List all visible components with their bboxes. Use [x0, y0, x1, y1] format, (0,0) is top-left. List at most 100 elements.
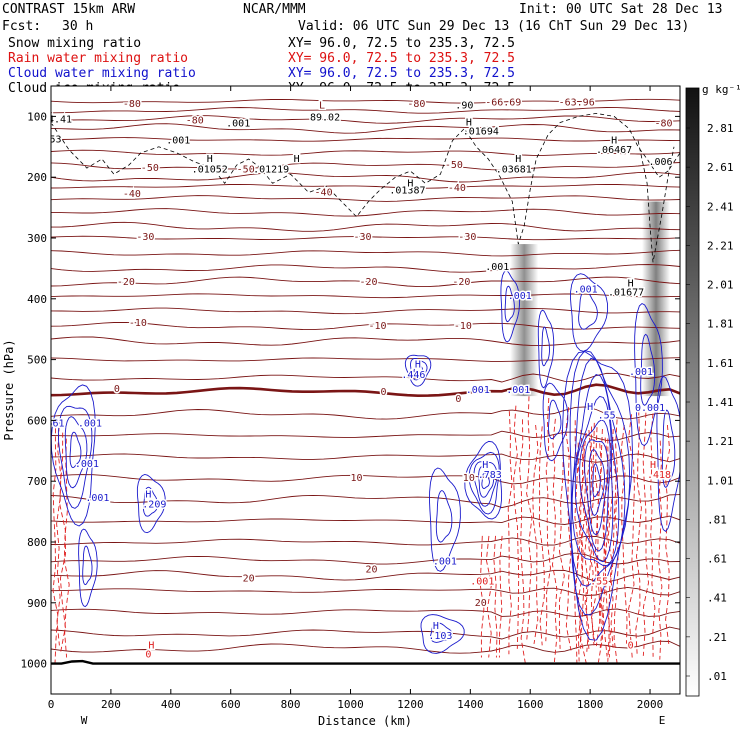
- high-marker: H: [628, 279, 634, 290]
- contour-label: 0: [628, 640, 634, 651]
- rain-contour: [642, 412, 649, 656]
- snow-column: [642, 201, 671, 397]
- y-tick-label: 800: [27, 536, 47, 549]
- contour-label: -80: [407, 99, 425, 110]
- contour-label: .209: [142, 499, 166, 510]
- rain-contour: [507, 411, 513, 655]
- contour-label: -80: [186, 116, 204, 127]
- contour-label: -66.69: [485, 97, 521, 108]
- high-marker: H: [145, 490, 151, 501]
- contour-label: .001: [470, 577, 494, 588]
- header: CONTRAST 15km ARW NCAR/MMM Init: 00 UTC …: [2, 2, 723, 96]
- temperature-contour: [51, 183, 680, 189]
- x-end-label-east: E: [659, 714, 666, 727]
- colorbar-tick-label: 1.41: [707, 396, 734, 409]
- plot-frame: [50, 85, 681, 695]
- rain-contour: [56, 426, 62, 646]
- cloud-water-contour: [468, 451, 500, 515]
- temperature-contour: [51, 98, 680, 104]
- contour-label: 0: [380, 387, 386, 398]
- temperature-contour: [51, 264, 680, 273]
- high-marker: H: [407, 178, 413, 189]
- colorbar-tick-label: 2.61: [707, 161, 734, 174]
- x-end-label-west: W: [81, 714, 88, 727]
- legend-rain-name: Rain water mixing ratio: [8, 51, 188, 66]
- rain-contour: [602, 437, 609, 657]
- contour-label: -40: [448, 183, 466, 194]
- high-marker: H: [650, 460, 656, 471]
- contour-label: -10: [129, 318, 147, 329]
- contour-label: 84.41: [42, 114, 72, 125]
- contour-label: 553: [43, 135, 61, 146]
- legend-snow-xy: XY= 96.0, 72.5 to 235.3, 72.5: [288, 36, 515, 51]
- rain-contour: [519, 419, 526, 663]
- contour-label: .001: [466, 385, 490, 396]
- x-tick-label: 1600: [517, 698, 544, 711]
- colorbar-tick-label: .81: [707, 513, 727, 526]
- colorbar-tick-label: .21: [707, 631, 727, 644]
- contour-label: -30: [353, 232, 371, 243]
- high-marker: H: [466, 117, 472, 128]
- x-tick-label: 1000: [337, 698, 364, 711]
- colorbar-tick-label: 2.81: [707, 122, 734, 135]
- temperature-contour: [51, 569, 680, 583]
- org-title: NCAR/MMM: [243, 2, 306, 17]
- rain-contour: [577, 429, 584, 649]
- surface-line: [51, 659, 680, 665]
- legend-cloud-water-xy: XY= 96.0, 72.5 to 235.3, 72.5: [288, 66, 515, 81]
- cloud-water-contour: [504, 285, 515, 323]
- valid-time: Valid: 06 UTC Sun 29 Dec 13 (16 ChT Sun …: [298, 19, 689, 34]
- cloud-water-contour: [57, 405, 93, 509]
- colorbar-tick-label: 2.21: [707, 239, 734, 252]
- rain-contour: [591, 422, 597, 642]
- colorbar-tick-label: .41: [707, 592, 727, 605]
- temperature-contour: [51, 626, 680, 640]
- contour-label: -20: [117, 277, 135, 288]
- cloud-ice-contours: [51, 112, 680, 263]
- cloud-ice-contour: [51, 112, 680, 245]
- rain-contour: [493, 535, 498, 658]
- temperature-contour: [51, 586, 680, 596]
- temperature-contour: [51, 249, 680, 257]
- cloud-water-contour: [542, 382, 569, 462]
- x-axis-label: Distance (km): [318, 714, 412, 728]
- x-tick-label: 400: [161, 698, 181, 711]
- cloud-water-contour: [579, 419, 611, 552]
- high-marker: H: [611, 136, 617, 147]
- cloud-water-contour: [64, 416, 88, 489]
- cloud-water-contour: [404, 354, 432, 387]
- y-tick-label: 300: [27, 232, 47, 245]
- temperature-contour: [51, 235, 680, 241]
- y-tick-label: 900: [27, 597, 47, 610]
- cloud-water-contour: [51, 384, 96, 527]
- rain-contour: [558, 429, 565, 649]
- temperature-contour: [51, 276, 680, 288]
- temperature-contour: [51, 195, 680, 202]
- contour-label: .001: [506, 385, 530, 396]
- contour-labels: 84.41 553 -80 -80 -80 .001 .001 89.02 L .90 -66.69…: [42, 96, 674, 662]
- snow-layer: [510, 201, 671, 397]
- temperature-contour: [51, 321, 680, 331]
- x-tick-label: 1800: [577, 698, 604, 711]
- rain-contour: [580, 444, 587, 664]
- cloud-water-contour: [541, 326, 550, 367]
- contour-label: .03681: [496, 164, 532, 175]
- cloud-water-contour: [537, 309, 555, 389]
- temperature-contour: [51, 162, 680, 171]
- temperature-contour: [51, 208, 680, 217]
- contour-label: .001: [629, 367, 653, 378]
- contour-label: .01052: [192, 164, 228, 175]
- surface-pressure-line: [51, 659, 680, 665]
- rain-contour: [538, 426, 545, 646]
- fcst-label: Fcst:: [2, 19, 41, 34]
- contour-label: 10: [463, 473, 475, 484]
- y-tick-label: 100: [27, 110, 47, 123]
- contour-label: .001: [485, 262, 509, 273]
- legend-rain-xy: XY= 96.0, 72.5 to 235.3, 72.5: [288, 51, 515, 66]
- cloud-water-contour: [69, 431, 82, 469]
- cloud-water-contour: [413, 362, 423, 375]
- contour-label: .90: [455, 100, 473, 111]
- contour-label: .001: [574, 285, 598, 296]
- contour-label: .55: [598, 411, 616, 422]
